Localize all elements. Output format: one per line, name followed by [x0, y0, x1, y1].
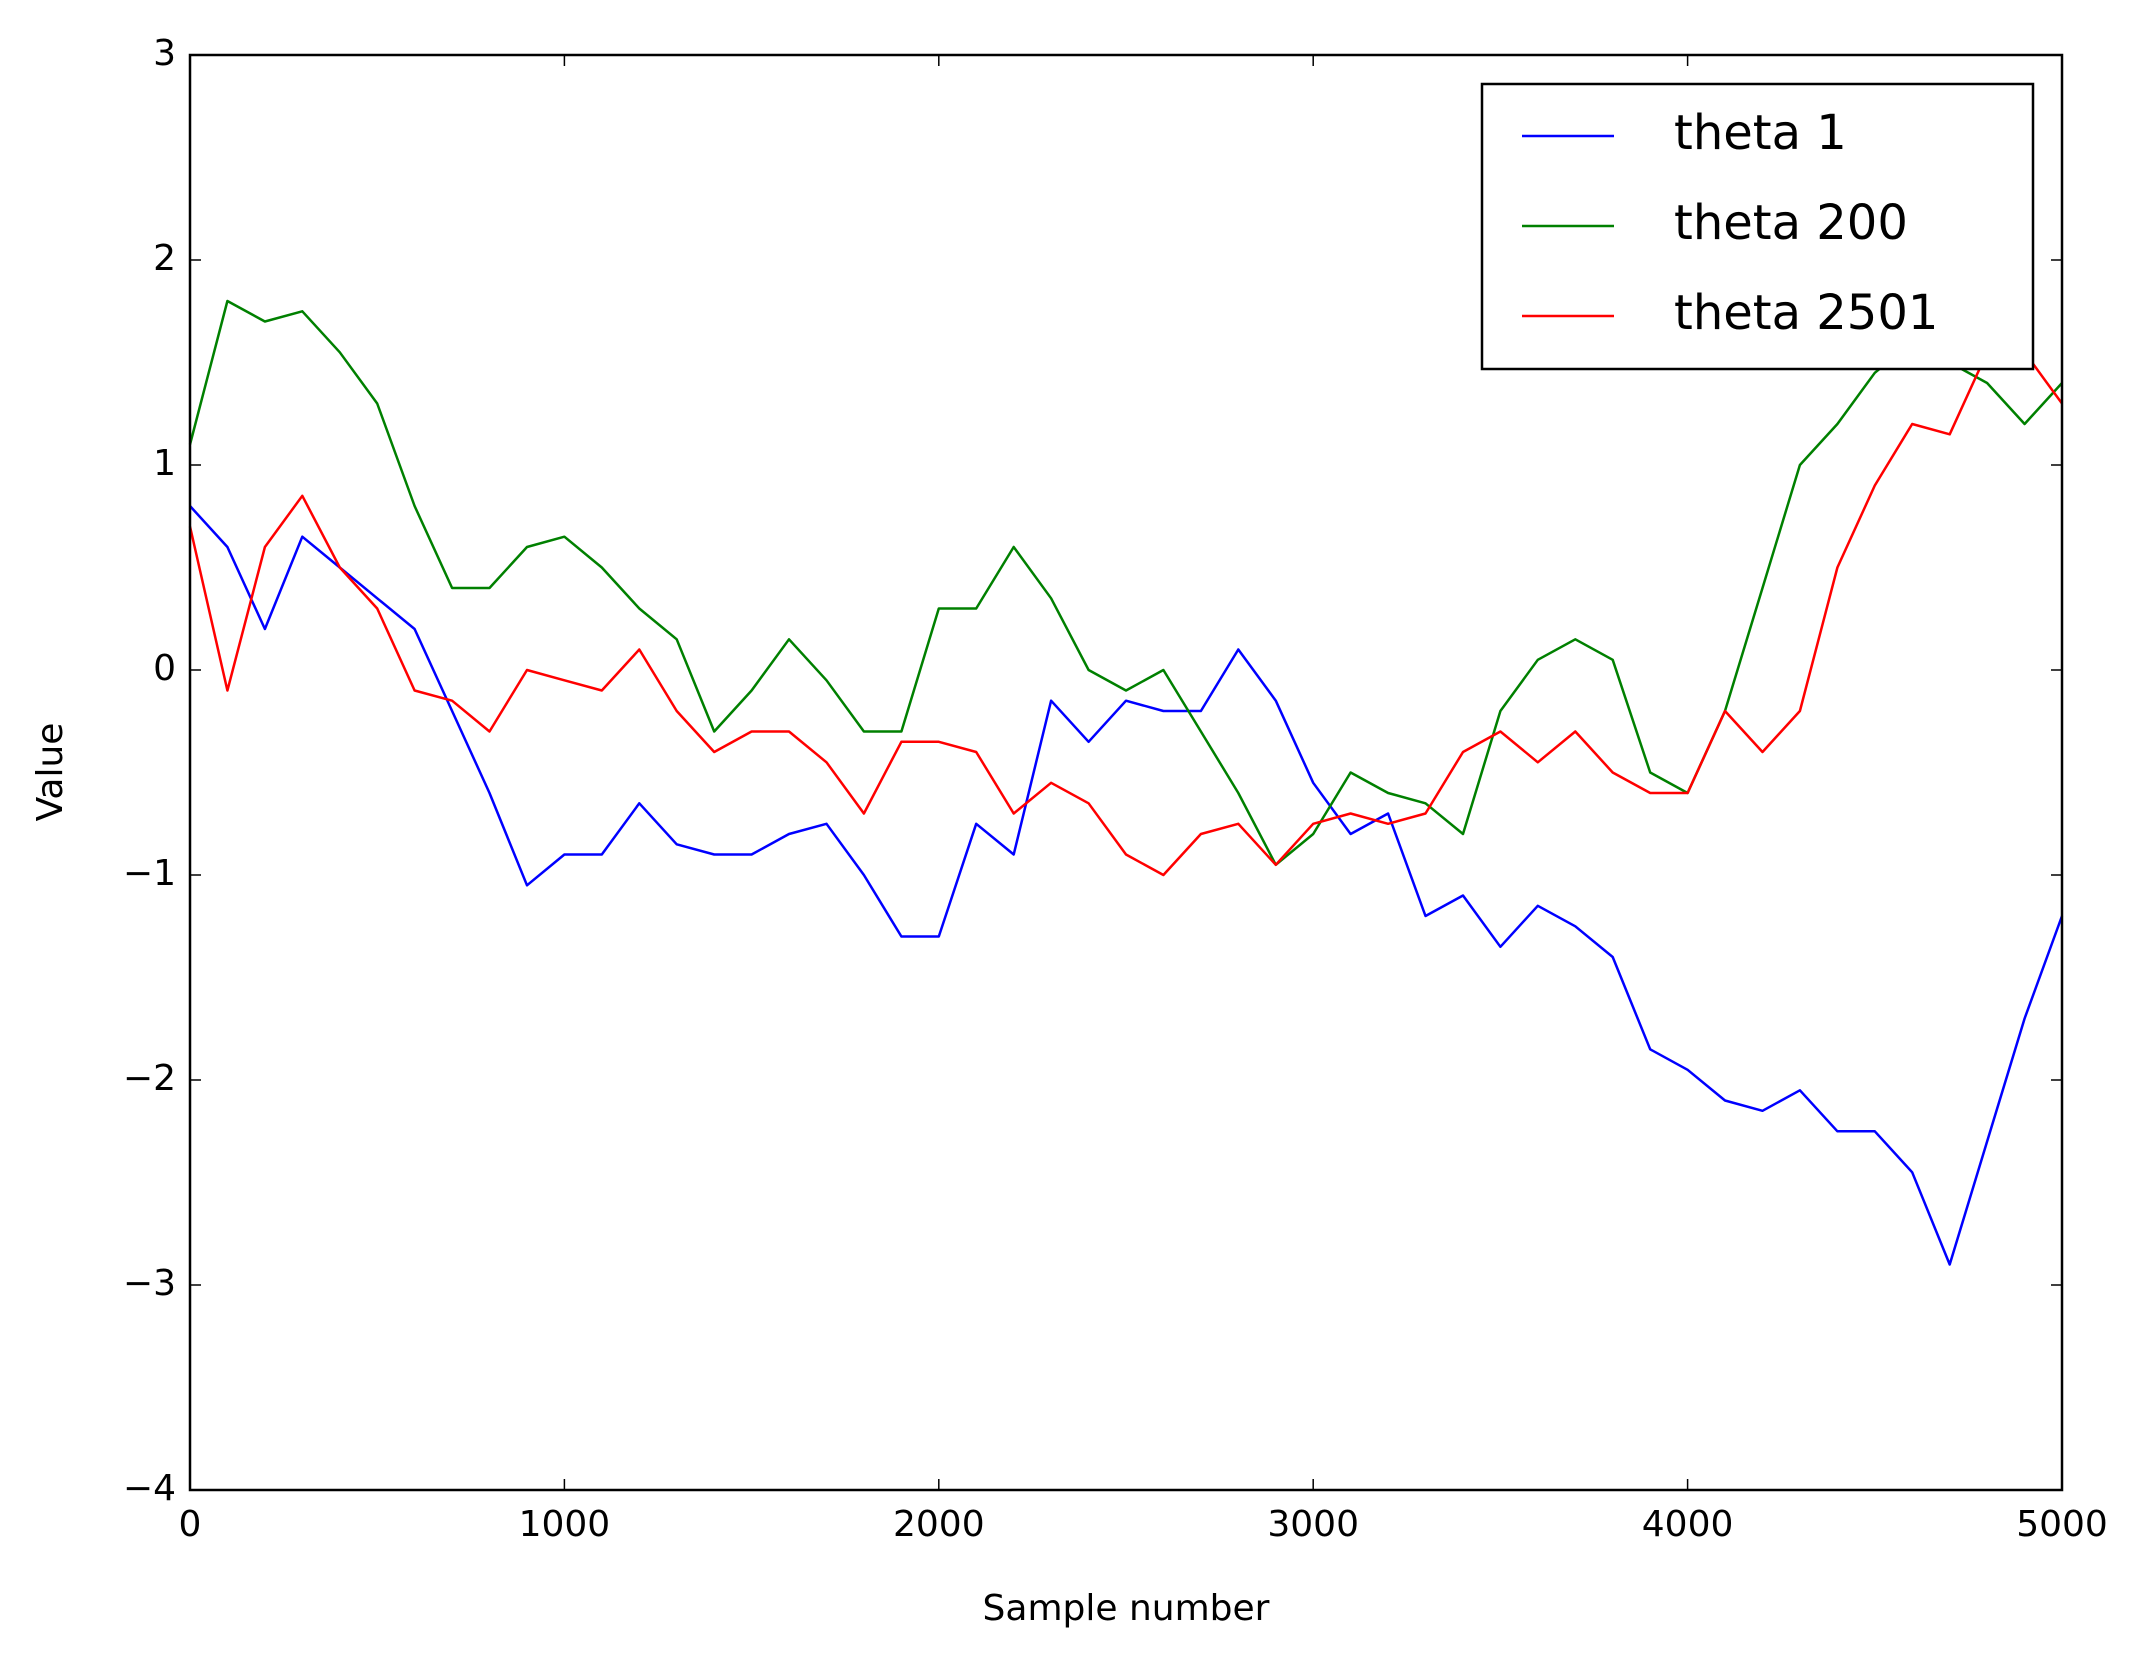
x-tick-label: 3000	[1267, 1504, 1359, 1545]
x-tick-label: 0	[179, 1504, 202, 1545]
y-tick-label: 2	[153, 238, 176, 279]
line-series	[189, 505, 2064, 1266]
y-tick-label: −1	[123, 853, 176, 894]
y-tick-label: −4	[123, 1468, 176, 1509]
x-tick-label: 2000	[893, 1504, 985, 1545]
x-tick-label: 5000	[2016, 1504, 2108, 1545]
y-tick-label: −3	[123, 1263, 176, 1304]
line-series	[188, 351, 2064, 877]
x-tick-label: 1000	[519, 1504, 611, 1545]
legend-label: theta 200	[1674, 195, 1908, 251]
line-series	[188, 299, 2063, 867]
x-axis-label: Sample number	[983, 1588, 1270, 1629]
legend-label: theta 2501	[1674, 285, 1938, 341]
y-tick-label: 3	[153, 33, 176, 74]
y-tick-label: 0	[153, 648, 176, 689]
legend-label: theta 1	[1674, 105, 1847, 161]
y-tick-label: −2	[123, 1058, 176, 1099]
y-axis-label: Value	[30, 723, 71, 822]
plot-frame	[188, 53, 2064, 1492]
y-tick-label: 1	[153, 443, 176, 484]
x-tick-label: 4000	[1642, 1504, 1734, 1545]
